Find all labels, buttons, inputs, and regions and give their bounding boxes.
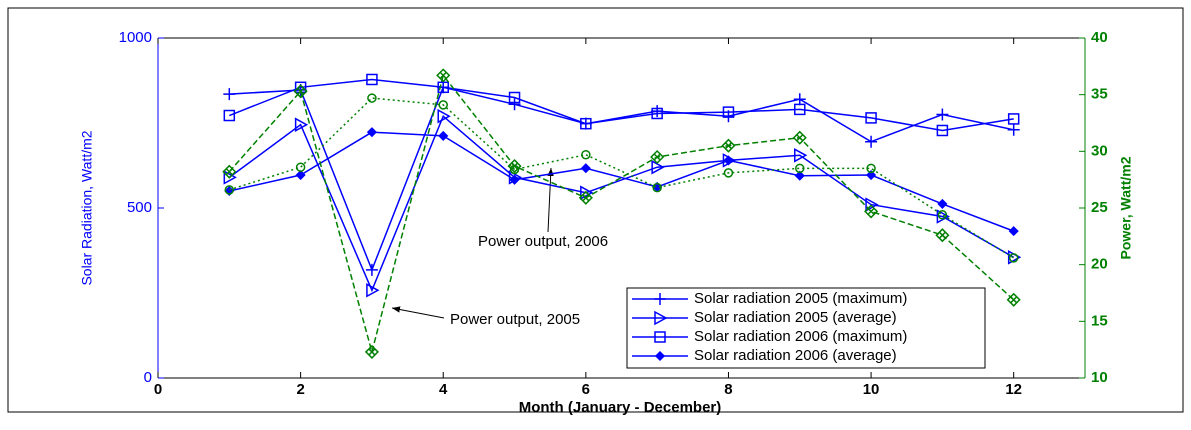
marker: [651, 107, 663, 120]
marker: [795, 163, 805, 174]
series-line: [228, 73, 1015, 355]
marker: [723, 155, 734, 166]
y2-tick-label: 25: [1091, 199, 1108, 216]
series-line: [228, 114, 1015, 293]
marker: [793, 93, 806, 106]
marker: [1006, 292, 1021, 307]
marker: [294, 117, 309, 132]
marker: [436, 68, 451, 83]
y2-tick-label: 20: [1091, 256, 1108, 273]
x-tick-label: 10: [863, 381, 880, 398]
marker: [794, 170, 805, 181]
marker: [723, 168, 734, 178]
marker: [722, 106, 735, 118]
marker: [367, 93, 377, 103]
marker: [937, 198, 948, 209]
x-tick-label: 4: [439, 381, 448, 398]
legend-label: Solar radiation 2005 (maximum): [694, 290, 907, 307]
marker: [295, 162, 306, 172]
marker: [580, 185, 594, 200]
marker: [866, 169, 877, 181]
marker: [935, 228, 950, 243]
marker: [794, 103, 806, 116]
x-tick-label: 0: [154, 381, 162, 398]
marker: [222, 164, 237, 179]
x-tick-label: 12: [1005, 381, 1022, 398]
marker: [580, 117, 592, 130]
marker: [650, 149, 665, 165]
marker: [223, 170, 237, 185]
marker: [437, 108, 451, 124]
marker: [295, 169, 306, 181]
marker: [580, 163, 591, 174]
y2-tick-label: 35: [1091, 86, 1108, 103]
series-line: [229, 131, 1014, 232]
marker: [1008, 253, 1019, 263]
series-line: [229, 86, 1014, 272]
marker: [721, 138, 736, 153]
marker: [866, 163, 876, 174]
marker: [936, 108, 949, 121]
marker: [366, 73, 378, 86]
marker: [936, 124, 949, 137]
y2-tick-label: 40: [1091, 29, 1108, 46]
marker: [865, 112, 877, 124]
marker: [578, 190, 593, 205]
marker: [509, 174, 520, 185]
y-tick-label: 1000: [119, 29, 152, 46]
annotation: Power output, 2006: [478, 233, 608, 250]
x-axis-label: Month (January - December): [519, 399, 722, 416]
marker: [223, 88, 236, 101]
x-tick-label: 6: [582, 381, 590, 398]
marker: [365, 263, 378, 276]
marker: [507, 159, 522, 174]
marker: [651, 159, 665, 175]
marker: [508, 91, 521, 104]
y2-tick-label: 15: [1091, 312, 1108, 329]
marker: [364, 344, 379, 359]
x-tick-label: 8: [724, 381, 732, 398]
marker: [937, 210, 948, 220]
marker: [224, 185, 235, 195]
y-tick-label: 500: [127, 199, 152, 216]
marker: [1007, 113, 1020, 125]
marker: [438, 130, 449, 141]
marker: [865, 197, 879, 212]
marker: [1007, 123, 1020, 136]
marker: [865, 135, 878, 148]
y-tick-label: 0: [144, 369, 152, 386]
marker: [651, 105, 664, 118]
y-axis-label: Solar Radiation, Watt/m2: [79, 130, 95, 285]
marker: [654, 350, 666, 362]
x-tick-label: 2: [296, 381, 304, 398]
marker: [366, 283, 380, 298]
legend-label: Solar radiation 2006 (maximum): [694, 328, 907, 345]
legend-box: [626, 287, 986, 369]
marker: [654, 310, 668, 326]
marker: [652, 182, 662, 193]
marker: [293, 84, 308, 99]
marker: [654, 331, 666, 343]
series-line: [229, 78, 1014, 132]
frame: [7, 7, 1184, 413]
legend-label: Solar radiation 2005 (average): [694, 309, 897, 326]
marker: [794, 148, 808, 163]
marker: [1008, 226, 1019, 237]
annotation-arrow: [391, 306, 445, 319]
marker: [508, 98, 521, 111]
marker: [792, 130, 807, 145]
annotation: Power output, 2005: [450, 311, 580, 328]
legend-label: Solar radiation 2006 (average): [694, 347, 897, 364]
marker: [366, 127, 377, 138]
marker: [654, 293, 666, 305]
y2-axis-label: Power, Watt/m2: [1118, 156, 1134, 259]
marker: [581, 149, 591, 160]
y2-tick-label: 30: [1091, 142, 1108, 159]
marker: [438, 100, 448, 110]
annotation-arrow: [547, 167, 554, 233]
y2-tick-label: 10: [1091, 369, 1108, 386]
marker: [223, 109, 236, 122]
marker: [864, 204, 879, 219]
